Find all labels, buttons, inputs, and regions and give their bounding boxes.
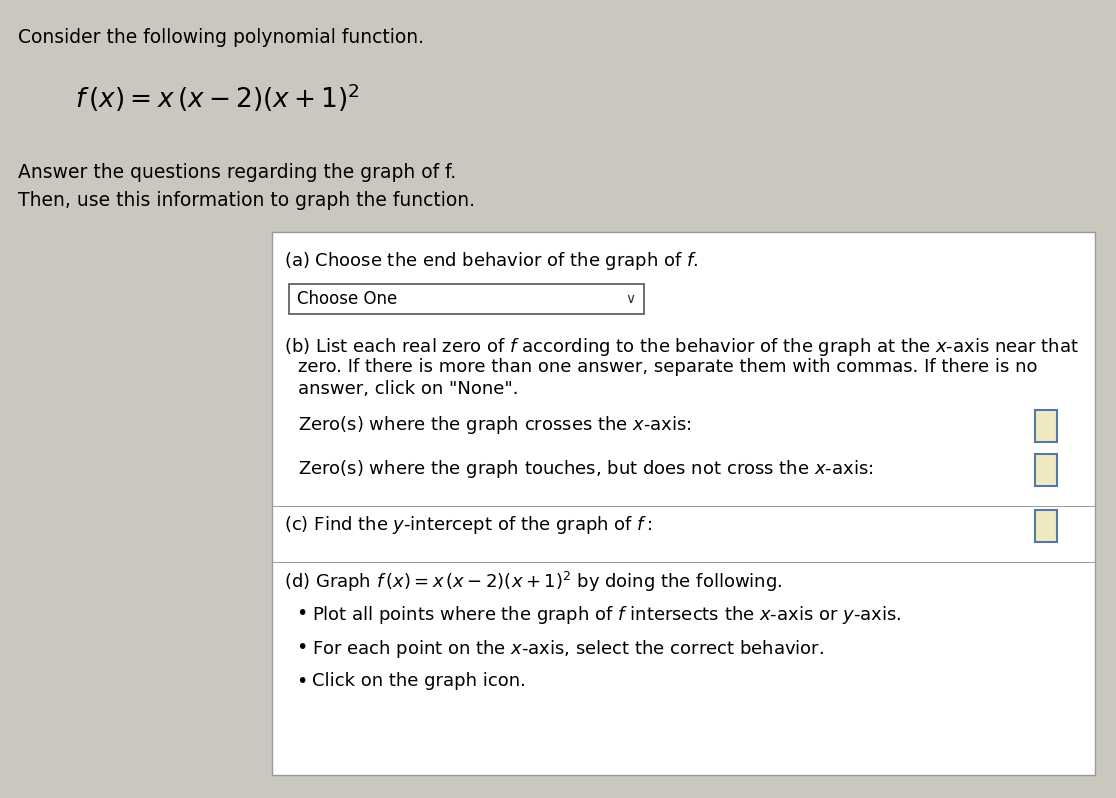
Text: Plot all points where the graph of $f$ intersects the $x$-axis or $y$-axis.: Plot all points where the graph of $f$ i… [312,604,902,626]
FancyBboxPatch shape [1035,410,1057,442]
Text: Click on the graph icon.: Click on the graph icon. [312,672,526,690]
FancyBboxPatch shape [272,232,1095,775]
Text: $f\,(x)=x\,(x-2)(x+1)^2$: $f\,(x)=x\,(x-2)(x+1)^2$ [75,82,360,114]
Text: (d) Graph $f\,(x)=x\,(x-2)(x+1)^2$ by doing the following.: (d) Graph $f\,(x)=x\,(x-2)(x+1)^2$ by do… [283,570,782,594]
Text: answer, click on "None".: answer, click on "None". [298,380,519,398]
Text: Zero(s) where the graph touches, but does not cross the $x$-axis:: Zero(s) where the graph touches, but doe… [298,458,874,480]
Text: Then, use this information to graph the function.: Then, use this information to graph the … [18,191,475,210]
Text: •: • [296,638,307,657]
FancyBboxPatch shape [289,284,644,314]
Text: For each point on the $x$-axis, select the correct behavior.: For each point on the $x$-axis, select t… [312,638,824,660]
Text: Answer the questions regarding the graph of f.: Answer the questions regarding the graph… [18,163,456,182]
Text: Choose One: Choose One [297,290,397,308]
FancyBboxPatch shape [1035,454,1057,486]
Text: (a) Choose the end behavior of the graph of $f.$: (a) Choose the end behavior of the graph… [283,250,699,272]
Text: •: • [296,604,307,623]
Text: zero. If there is more than one answer, separate them with commas. If there is n: zero. If there is more than one answer, … [298,358,1038,376]
Text: •: • [296,672,307,691]
Text: Consider the following polynomial function.: Consider the following polynomial functi… [18,28,424,47]
Text: Zero(s) where the graph crosses the $x$-axis:: Zero(s) where the graph crosses the $x$-… [298,414,692,436]
Text: ∨: ∨ [625,292,635,306]
FancyBboxPatch shape [1035,510,1057,542]
Text: (c) Find the $y$-intercept of the graph of $f:$: (c) Find the $y$-intercept of the graph … [283,514,653,536]
Text: (b) List each real zero of $f$ according to the behavior of the graph at the $x$: (b) List each real zero of $f$ according… [283,336,1079,358]
